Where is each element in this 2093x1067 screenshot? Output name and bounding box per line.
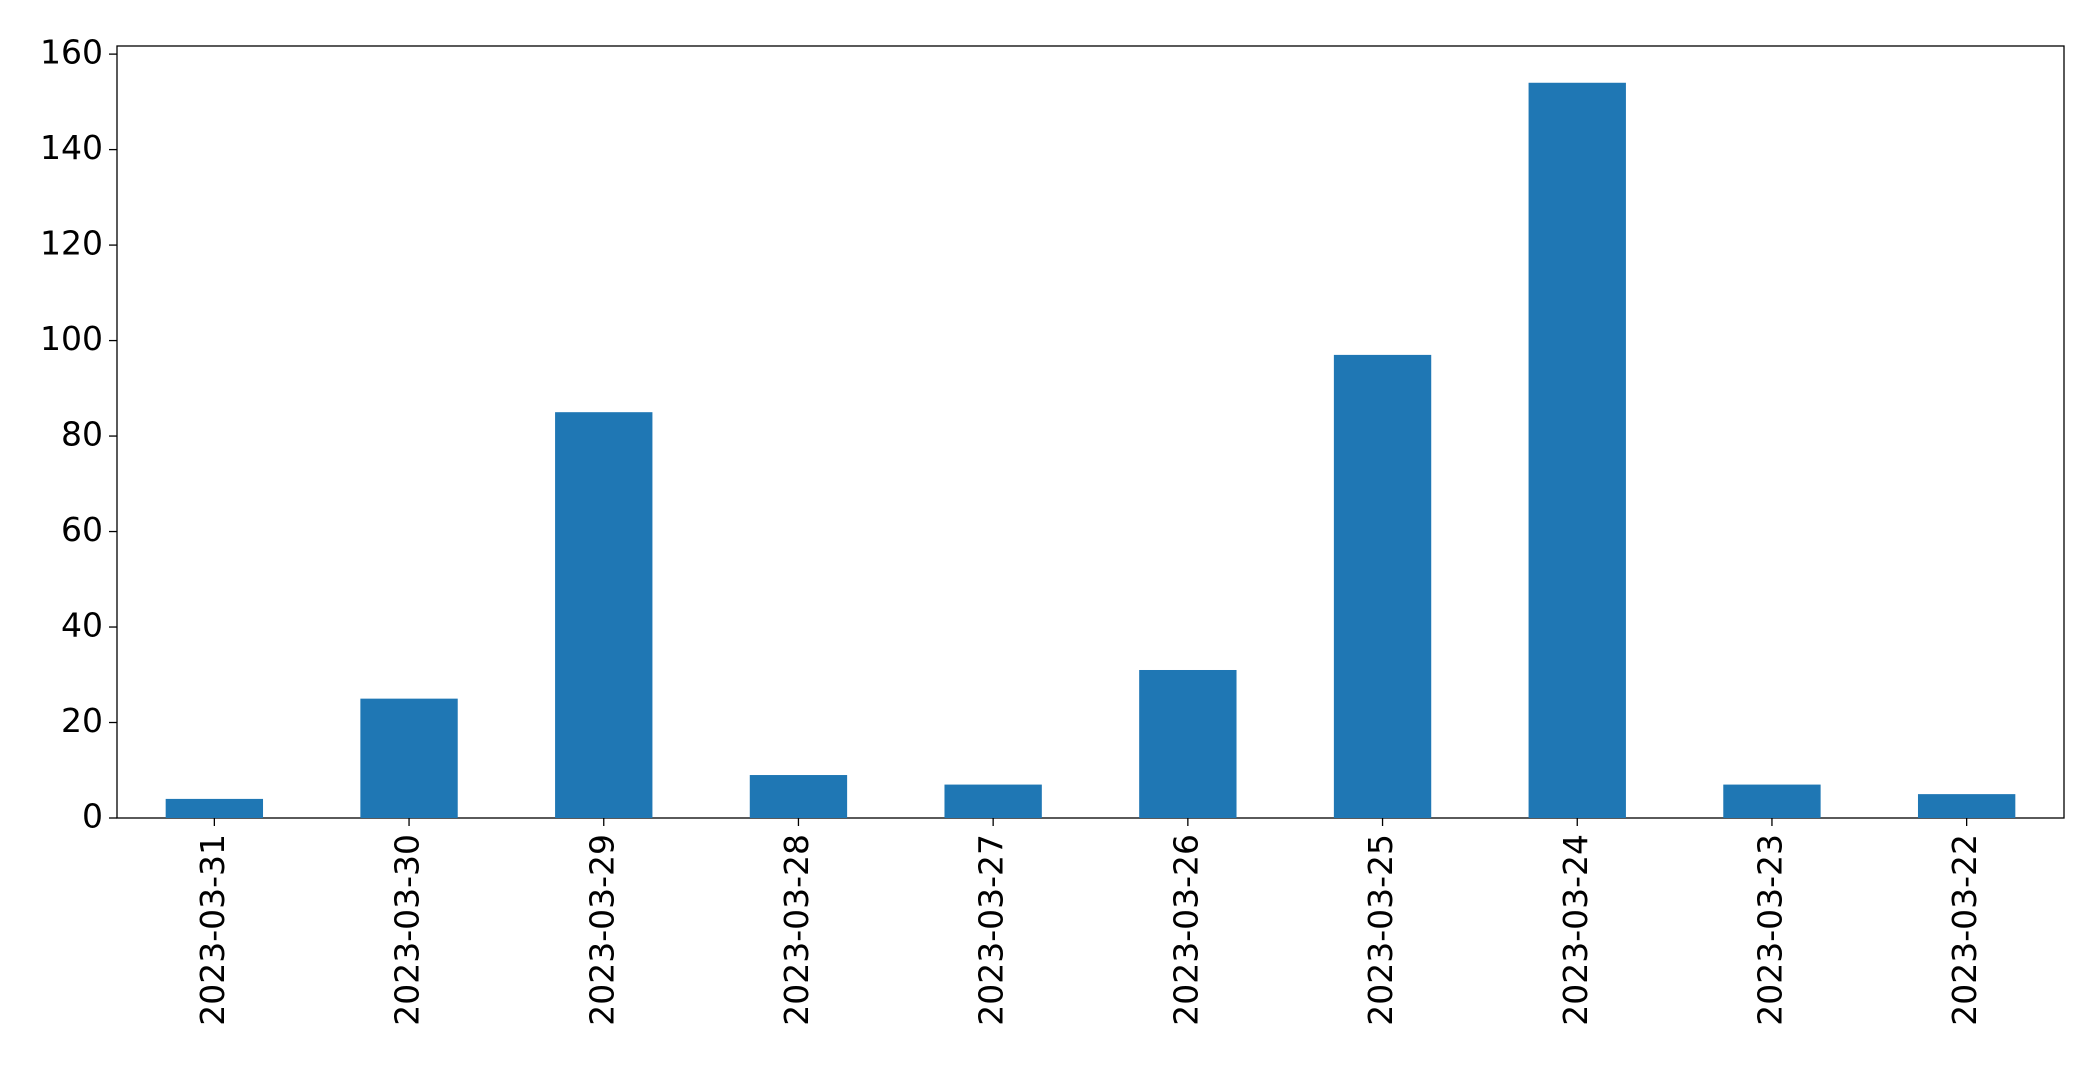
bar bbox=[1723, 784, 1821, 818]
bar bbox=[1917, 794, 2016, 818]
y-tick-label: 40 bbox=[61, 606, 103, 645]
x-tick-label: 2023-03-28 bbox=[777, 834, 816, 1026]
x-tick-label: 2023-03-23 bbox=[1750, 834, 1789, 1026]
y-tick-label: 80 bbox=[61, 415, 103, 454]
x-tick-label: 2023-03-30 bbox=[388, 834, 427, 1026]
bar bbox=[1333, 354, 1432, 818]
axes-frame bbox=[116, 45, 2065, 819]
x-tick-label: 2023-03-29 bbox=[582, 834, 621, 1026]
bar bbox=[749, 775, 848, 818]
bar bbox=[1139, 669, 1237, 818]
x-tick-label: 2023-03-22 bbox=[1945, 834, 1984, 1026]
bar bbox=[944, 784, 1042, 818]
y-tick-label: 0 bbox=[82, 797, 103, 836]
bar bbox=[360, 698, 458, 818]
y-tick-label: 100 bbox=[40, 319, 103, 358]
y-tick-label: 160 bbox=[40, 33, 103, 72]
x-tick-label: 2023-03-26 bbox=[1166, 834, 1205, 1026]
x-tick-label: 2023-03-25 bbox=[1361, 834, 1400, 1026]
y-tick-label: 120 bbox=[40, 224, 103, 263]
x-tick-label: 2023-03-27 bbox=[972, 834, 1011, 1026]
x-tick-label: 2023-03-31 bbox=[193, 834, 232, 1026]
y-tick-label: 140 bbox=[40, 128, 103, 167]
bar bbox=[555, 412, 653, 818]
x-tick-label: 2023-03-24 bbox=[1556, 834, 1595, 1026]
bar bbox=[165, 798, 264, 818]
bar bbox=[1528, 82, 1626, 818]
y-tick-label: 20 bbox=[61, 701, 103, 740]
y-tick-label: 60 bbox=[61, 510, 103, 549]
